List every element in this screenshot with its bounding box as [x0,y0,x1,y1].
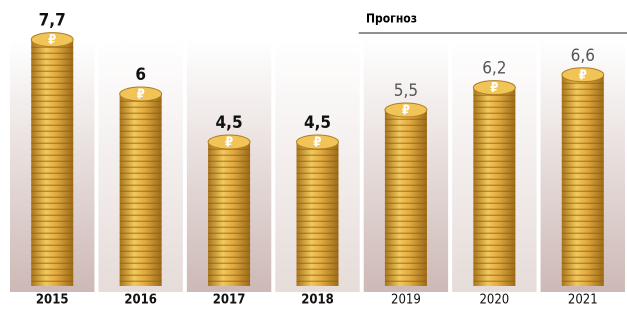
chart: Прогноз ₽7,7 2015 ₽6 2016 ₽4,5 2017 ₽4,5 2018 ₽5… [0,0,627,309]
forecast-label: Прогноз [366,12,417,26]
x-tick-label: 2015 [36,293,69,308]
x-tick-label: 2017 [213,293,246,308]
coin-symbol: ₽ [137,88,145,103]
coin-symbol: ₽ [313,136,321,151]
coin-edges [297,142,339,286]
coin-edges [208,142,250,286]
value-label: 4,5 [304,113,331,133]
x-tick-label: 2016 [124,293,157,308]
value-label: 6 [135,65,146,85]
coin-edges [31,40,73,286]
coin-symbol: ₽ [225,136,233,151]
coin-edges [562,75,604,286]
value-label: 6,2 [482,59,506,79]
coin-edges [473,88,515,286]
coin-edges [120,94,162,286]
coin-symbol: ₽ [48,33,56,48]
value-label: 4,5 [216,113,243,133]
x-tick-label: 2021 [568,293,598,308]
value-label: 6,6 [571,46,595,66]
coin-symbol: ₽ [402,104,410,119]
coin-edges [385,110,427,286]
coin-symbol: ₽ [579,68,587,83]
x-tick-label: 2018 [301,293,334,308]
value-label: 7,7 [39,11,66,31]
coin-symbol: ₽ [490,81,498,96]
value-label: 5,5 [394,81,418,101]
x-tick-label: 2019 [391,293,421,308]
x-tick-label: 2020 [479,293,509,308]
